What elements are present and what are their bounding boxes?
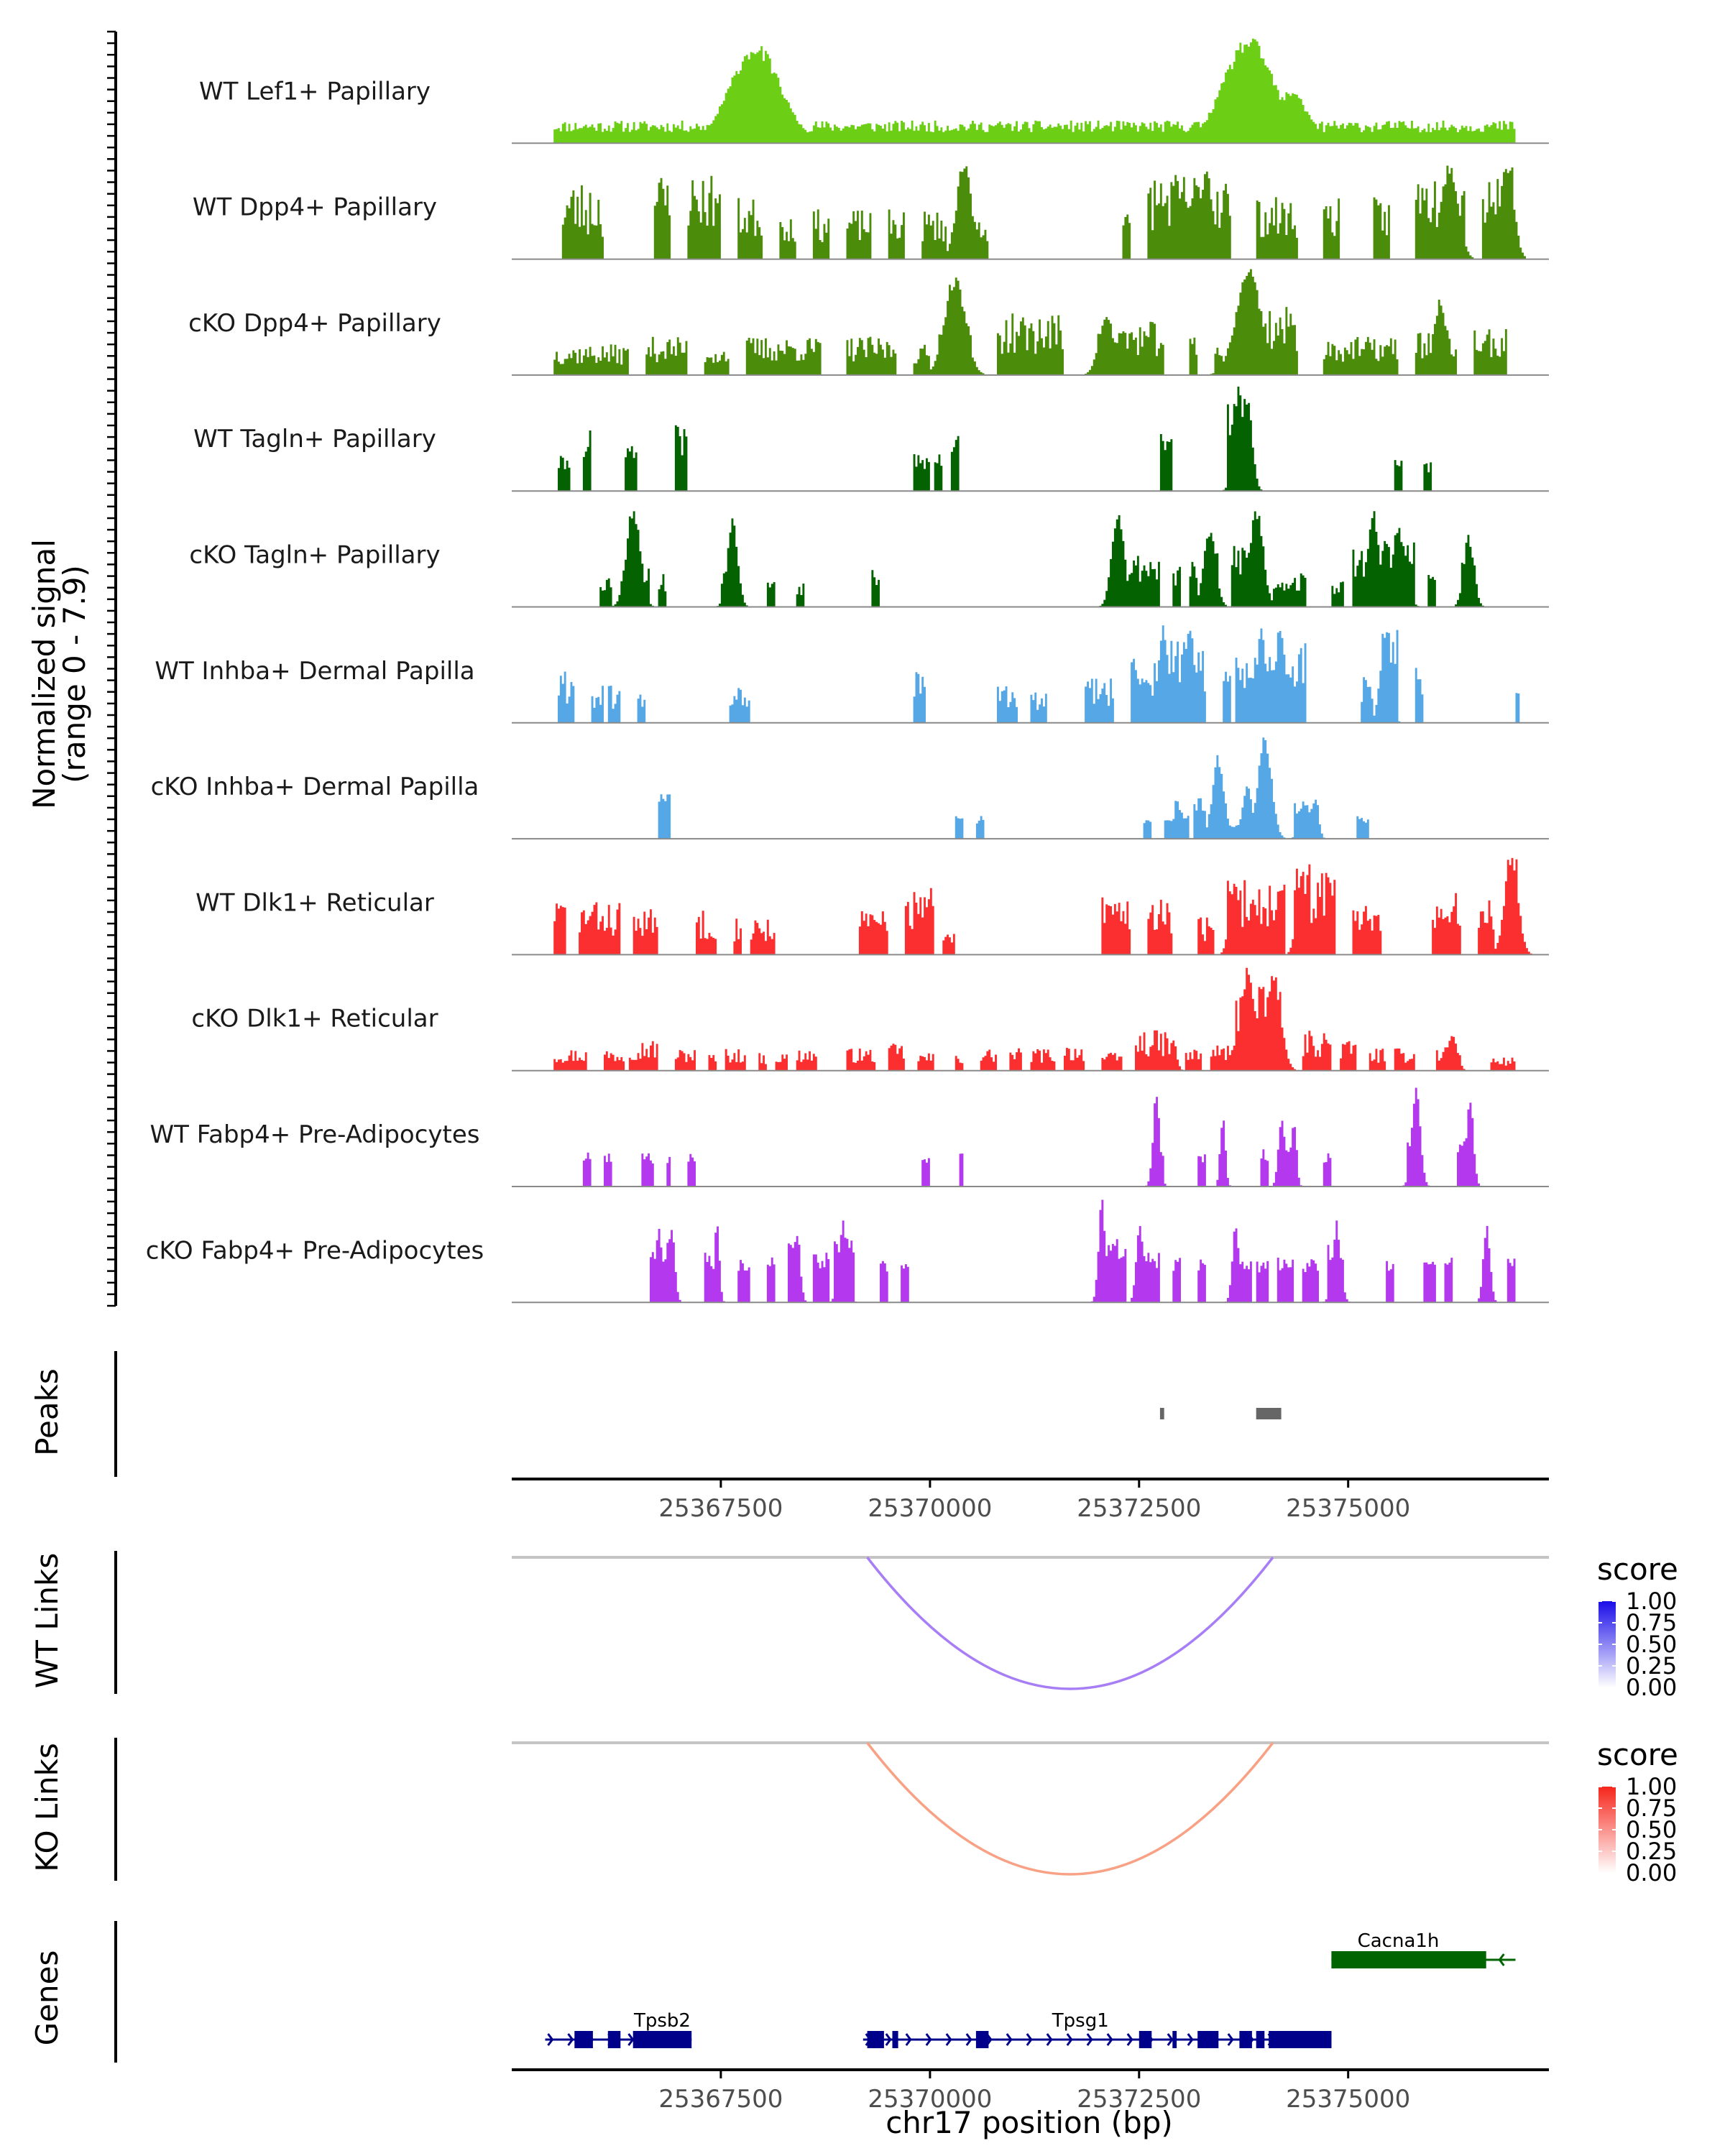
track-label-4: WT Tagln+ Papillary — [193, 425, 436, 453]
peaks-label: Peaks — [29, 1368, 65, 1456]
track-label-5: cKO Tagln+ Papillary — [189, 541, 440, 570]
gene-label-cacna1h: Cacna1h — [1358, 1930, 1440, 1952]
strand-arrow — [1026, 2033, 1033, 2046]
exon-tpsg1-3 — [975, 2031, 989, 2048]
coverage-area-2 — [561, 165, 1526, 259]
strand-arrow — [627, 2033, 635, 2046]
track-label-2: WT Dpp4+ Papillary — [193, 193, 437, 222]
strand-arrow — [1167, 2033, 1174, 2046]
exon-tpsg1-5 — [1172, 2031, 1177, 2048]
legend-tick-label: 0.50 — [1626, 1816, 1677, 1843]
coverage-area-9 — [553, 967, 1516, 1071]
exon-tpsb2-1 — [574, 2031, 593, 2048]
coverage-area-8 — [553, 857, 1532, 955]
legend-title: score — [1597, 1552, 1678, 1587]
x-tick-label: 25370000 — [868, 1494, 992, 1523]
strand-arrow — [945, 2033, 952, 2046]
x-tick-label: 25370000 — [868, 2085, 992, 2114]
legend-tick-label: 0.25 — [1626, 1652, 1677, 1680]
strand-arrow — [885, 2033, 892, 2046]
exon-tpsg1-9 — [1269, 2031, 1332, 2048]
track-label-8: WT Dlk1+ Reticular — [196, 888, 434, 917]
exon-tpsb2-3 — [632, 2031, 692, 2048]
coverage-area-5 — [599, 511, 1484, 607]
strand-arrow — [1106, 2033, 1113, 2046]
position-axis-bottom: 25367500 25370000 25372500 25375000 — [512, 2068, 1549, 2114]
strand-arrow — [1126, 2033, 1133, 2046]
exon-tpsg1-6 — [1197, 2031, 1219, 2048]
legend-tick-label: 0.00 — [1626, 1859, 1677, 1886]
gene-label-tpsb2: Tpsb2 — [633, 2010, 691, 2032]
strand-arrow — [965, 2033, 972, 2046]
track-label-3: cKO Dpp4+ Papillary — [188, 309, 441, 338]
coverage-ylabel-line1: Normalized signal — [27, 539, 62, 809]
legend-tick-label: 0.00 — [1626, 1674, 1677, 1701]
coverage-area-6 — [558, 625, 1520, 723]
exon-cacna1h-1 — [1331, 1951, 1486, 1968]
coverage-area-3 — [553, 269, 1507, 375]
peak-region-1 — [1159, 1408, 1164, 1419]
legend-tick-label: 0.25 — [1626, 1838, 1677, 1865]
x-tick-label: 25372500 — [1077, 2085, 1201, 2114]
coverage-area-4 — [558, 387, 1432, 492]
legend-tick-label: 1.00 — [1626, 1773, 1677, 1800]
legend-tick-label: 0.75 — [1626, 1609, 1677, 1636]
coverage-area-1 — [553, 38, 1516, 144]
coverage-area-10 — [582, 1087, 1480, 1187]
coverage-ylabel-line2: (range 0 - 7.9) — [57, 565, 92, 783]
exon-tpsg1-7 — [1239, 2031, 1252, 2048]
legend-title: score — [1597, 1737, 1678, 1772]
wt-links-label: WT Links — [29, 1553, 65, 1688]
strand-arrow — [547, 2033, 554, 2046]
exon-tpsg1-4 — [1138, 2031, 1152, 2048]
x-tick-label: 25367500 — [658, 1494, 783, 1523]
coverage-panel: WT Lef1+ Papillary WT Dpp4+ Papillary cKO … — [146, 38, 1549, 1304]
x-tick-label: 25367500 — [658, 2085, 783, 2114]
link-arc-1 — [866, 1556, 1274, 1690]
track-label-7: cKO Inhba+ Dermal Papilla — [151, 773, 479, 801]
exon-tpsb2-2 — [607, 2031, 621, 2048]
track-label-1: WT Lef1+ Papillary — [199, 77, 431, 106]
legend-tick-label: 0.75 — [1626, 1795, 1677, 1822]
track-label-9: cKO Dlk1+ Reticular — [191, 1005, 438, 1033]
x-tick-label: 25375000 — [1286, 2085, 1410, 2114]
genes-panel: Tpsb2 Tpsg1 Cacna1h — [114, 1921, 1516, 2063]
exon-tpsg1-8 — [1256, 2031, 1265, 2048]
strand-arrow — [1227, 2033, 1234, 2046]
strand-arrow — [1046, 2033, 1053, 2046]
link-arc-1 — [866, 1741, 1274, 1876]
strand-arrow — [567, 2033, 574, 2046]
peaks-panel — [114, 1351, 1282, 1477]
wt-links-panel — [114, 1551, 1549, 1694]
coverage-area-11 — [650, 1199, 1516, 1303]
x-tick-label: 25375000 — [1286, 1494, 1410, 1523]
gene-label-tpsg1: Tpsg1 — [1052, 2010, 1109, 2032]
coverage-y-axis — [107, 30, 117, 1307]
ko-links-label: KO Links — [29, 1743, 65, 1872]
x-tick-label: 25372500 — [1077, 1494, 1201, 1523]
strand-arrow — [1006, 2033, 1013, 2046]
track-label-10: WT Fabp4+ Pre-Adipocytes — [150, 1120, 480, 1149]
strand-arrow — [1066, 2033, 1073, 2046]
position-axis-top: 25367500 25370000 25372500 25375000 — [512, 1478, 1549, 1523]
ko-links-panel — [114, 1738, 1549, 1881]
strand-arrow — [1187, 2033, 1194, 2046]
legend-tick-label: 0.50 — [1626, 1631, 1677, 1658]
peak-region-2 — [1256, 1408, 1282, 1419]
x-axis-title: chr17 position (bp) — [886, 2105, 1173, 2140]
exon-tpsg1-1 — [867, 2031, 884, 2048]
track-label-11: cKO Fabp4+ Pre-Adipocytes — [146, 1236, 484, 1265]
strand-arrow — [1498, 1953, 1505, 1966]
strand-arrow — [905, 2033, 912, 2046]
genes-label: Genes — [29, 1950, 65, 2046]
strand-arrow — [925, 2033, 932, 2046]
track-label-6: WT Inhba+ Dermal Papilla — [155, 657, 474, 686]
exon-tpsg1-2 — [892, 2031, 898, 2048]
coverage-area-7 — [658, 737, 1369, 839]
strand-arrow — [1086, 2033, 1093, 2046]
legend-tick-label: 1.00 — [1626, 1588, 1677, 1615]
